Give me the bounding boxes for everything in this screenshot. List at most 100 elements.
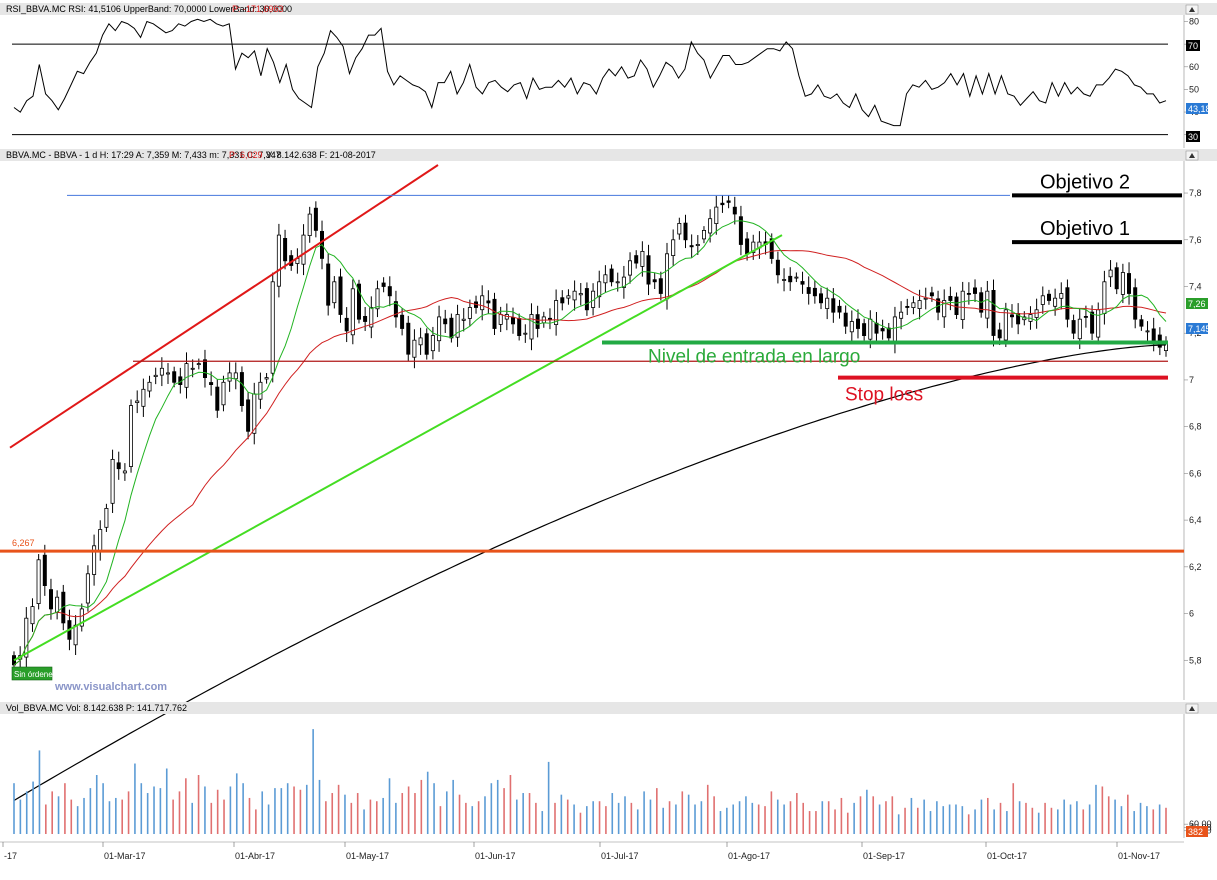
candle-down	[1127, 273, 1132, 294]
candle-down	[720, 202, 725, 206]
candle-down	[819, 293, 824, 304]
candle-up	[825, 297, 830, 310]
candle-up	[141, 388, 146, 407]
candle-up	[110, 458, 115, 504]
svg-text:43,18: 43,18	[1188, 104, 1211, 114]
candle-up	[892, 316, 897, 344]
x-tick-label: 01-Nov-17	[1118, 851, 1160, 861]
candle-down	[1010, 314, 1015, 318]
candle-down	[652, 279, 657, 283]
rsi-tick-label: 60	[1189, 62, 1199, 72]
svg-text:70: 70	[1188, 41, 1198, 51]
rsi-scroll-up-button[interactable]	[1185, 4, 1199, 15]
candle-up	[55, 596, 60, 613]
candle-up	[665, 253, 670, 300]
candle-up	[677, 222, 682, 235]
rsi-band-tag-30: 30	[1186, 131, 1200, 142]
candle-down	[837, 305, 842, 313]
candle-up	[153, 374, 158, 377]
price-tick-label: 6,2	[1189, 562, 1202, 572]
candle-up	[1145, 330, 1150, 333]
candle-up	[1040, 295, 1045, 305]
candle-down	[400, 314, 405, 329]
candle-down	[1133, 287, 1138, 320]
candle-down	[393, 301, 398, 318]
price-y-ticks: 5,866,26,46,66,877,27,47,67,8	[1184, 188, 1202, 665]
price-tag-upper: 7,26	[1186, 298, 1208, 309]
rsi-band-tag-70: 70	[1186, 40, 1200, 51]
candle-up	[418, 337, 423, 346]
candle-down	[880, 328, 885, 332]
price-scroll-up-button[interactable]	[1185, 150, 1199, 161]
candle-up	[714, 206, 719, 225]
candle-up	[849, 321, 854, 333]
sin-ordenes-badge[interactable]: Sin órdenes	[11, 666, 57, 681]
candle-down	[769, 238, 774, 259]
candle-down	[510, 317, 515, 325]
candle-down	[387, 286, 392, 297]
candle-down	[443, 318, 448, 325]
candle-up	[270, 281, 275, 374]
rsi-header: RSI_BBVA.MC RSI: 41,5106 UpperBand: 70,0…	[6, 4, 292, 14]
candle-down	[1083, 315, 1088, 318]
volume-scroll-up-button[interactable]	[1185, 703, 1199, 714]
candle-down	[745, 238, 750, 255]
watermark: www.visualchart.com	[54, 681, 167, 693]
price-panel-header-bg	[0, 149, 1217, 161]
volume-bars	[13, 729, 1167, 834]
candle-up	[923, 297, 928, 300]
candle-up	[332, 281, 337, 304]
candle-up	[621, 276, 626, 288]
candle-down	[548, 317, 553, 320]
chevron-up-icon	[1189, 706, 1195, 711]
candle-up	[375, 288, 380, 310]
candle-up	[98, 529, 103, 552]
candle-up	[307, 213, 312, 237]
rsi-y-ticks: 304050607080	[1184, 17, 1199, 140]
candle-up	[122, 470, 127, 474]
x-tick-label: 01-Mar-17	[104, 851, 146, 861]
candle-down	[356, 283, 361, 320]
candle-up	[455, 314, 460, 338]
candle-down	[313, 207, 318, 231]
candle-up	[529, 314, 534, 340]
candle-up	[794, 276, 799, 279]
candle-up	[430, 335, 435, 352]
objetivo2-label: Objetivo 2	[1040, 171, 1130, 193]
candle-down	[609, 268, 614, 283]
candle-up	[24, 617, 29, 658]
candle-up	[276, 234, 281, 287]
volume-panel: Vol_BBVA.MC Vol: 8.142.638 P: 141.717.76…	[0, 702, 1217, 838]
candle-down	[406, 322, 411, 355]
x-tick-label: 01-Abr-17	[235, 851, 275, 861]
candle-up	[603, 274, 608, 284]
candle-up	[104, 507, 109, 528]
candle-up	[960, 290, 965, 321]
svg-text:Sin órdenes: Sin órdenes	[14, 670, 57, 679]
candle-down	[246, 399, 251, 432]
candle-down	[449, 317, 454, 339]
price-tick-label: 7,8	[1189, 188, 1202, 198]
sma-long-line	[13, 344, 1167, 802]
candle-down	[338, 276, 343, 315]
candle-down	[535, 314, 540, 329]
price-tick-label: 6,6	[1189, 468, 1202, 478]
candle-down	[1071, 320, 1076, 334]
price-tick-label: 6,4	[1189, 515, 1202, 525]
candle-up	[196, 363, 201, 366]
svg-text:7,26: 7,26	[1188, 299, 1206, 309]
candle-up	[301, 234, 306, 265]
candle-up	[36, 559, 41, 604]
candle-down	[486, 300, 491, 304]
candle-down	[1065, 287, 1070, 320]
candle-down	[658, 278, 663, 294]
candle-down	[424, 333, 429, 355]
x-ticks: -17 01-Mar-17 01-Abr-17 01-May-17 01-Jun-17 0…	[2, 842, 1160, 861]
candle-up	[597, 281, 602, 298]
price-header-p: P: 6,029	[229, 150, 263, 160]
candle-up	[165, 372, 170, 375]
price-tick-label: 7,6	[1189, 235, 1202, 245]
price-panel: BBVA.MC - BBVA - 1 d H: 17:29 A: 7,359 M…	[0, 149, 1217, 802]
candle-up	[369, 307, 374, 328]
candle-up	[572, 290, 577, 301]
